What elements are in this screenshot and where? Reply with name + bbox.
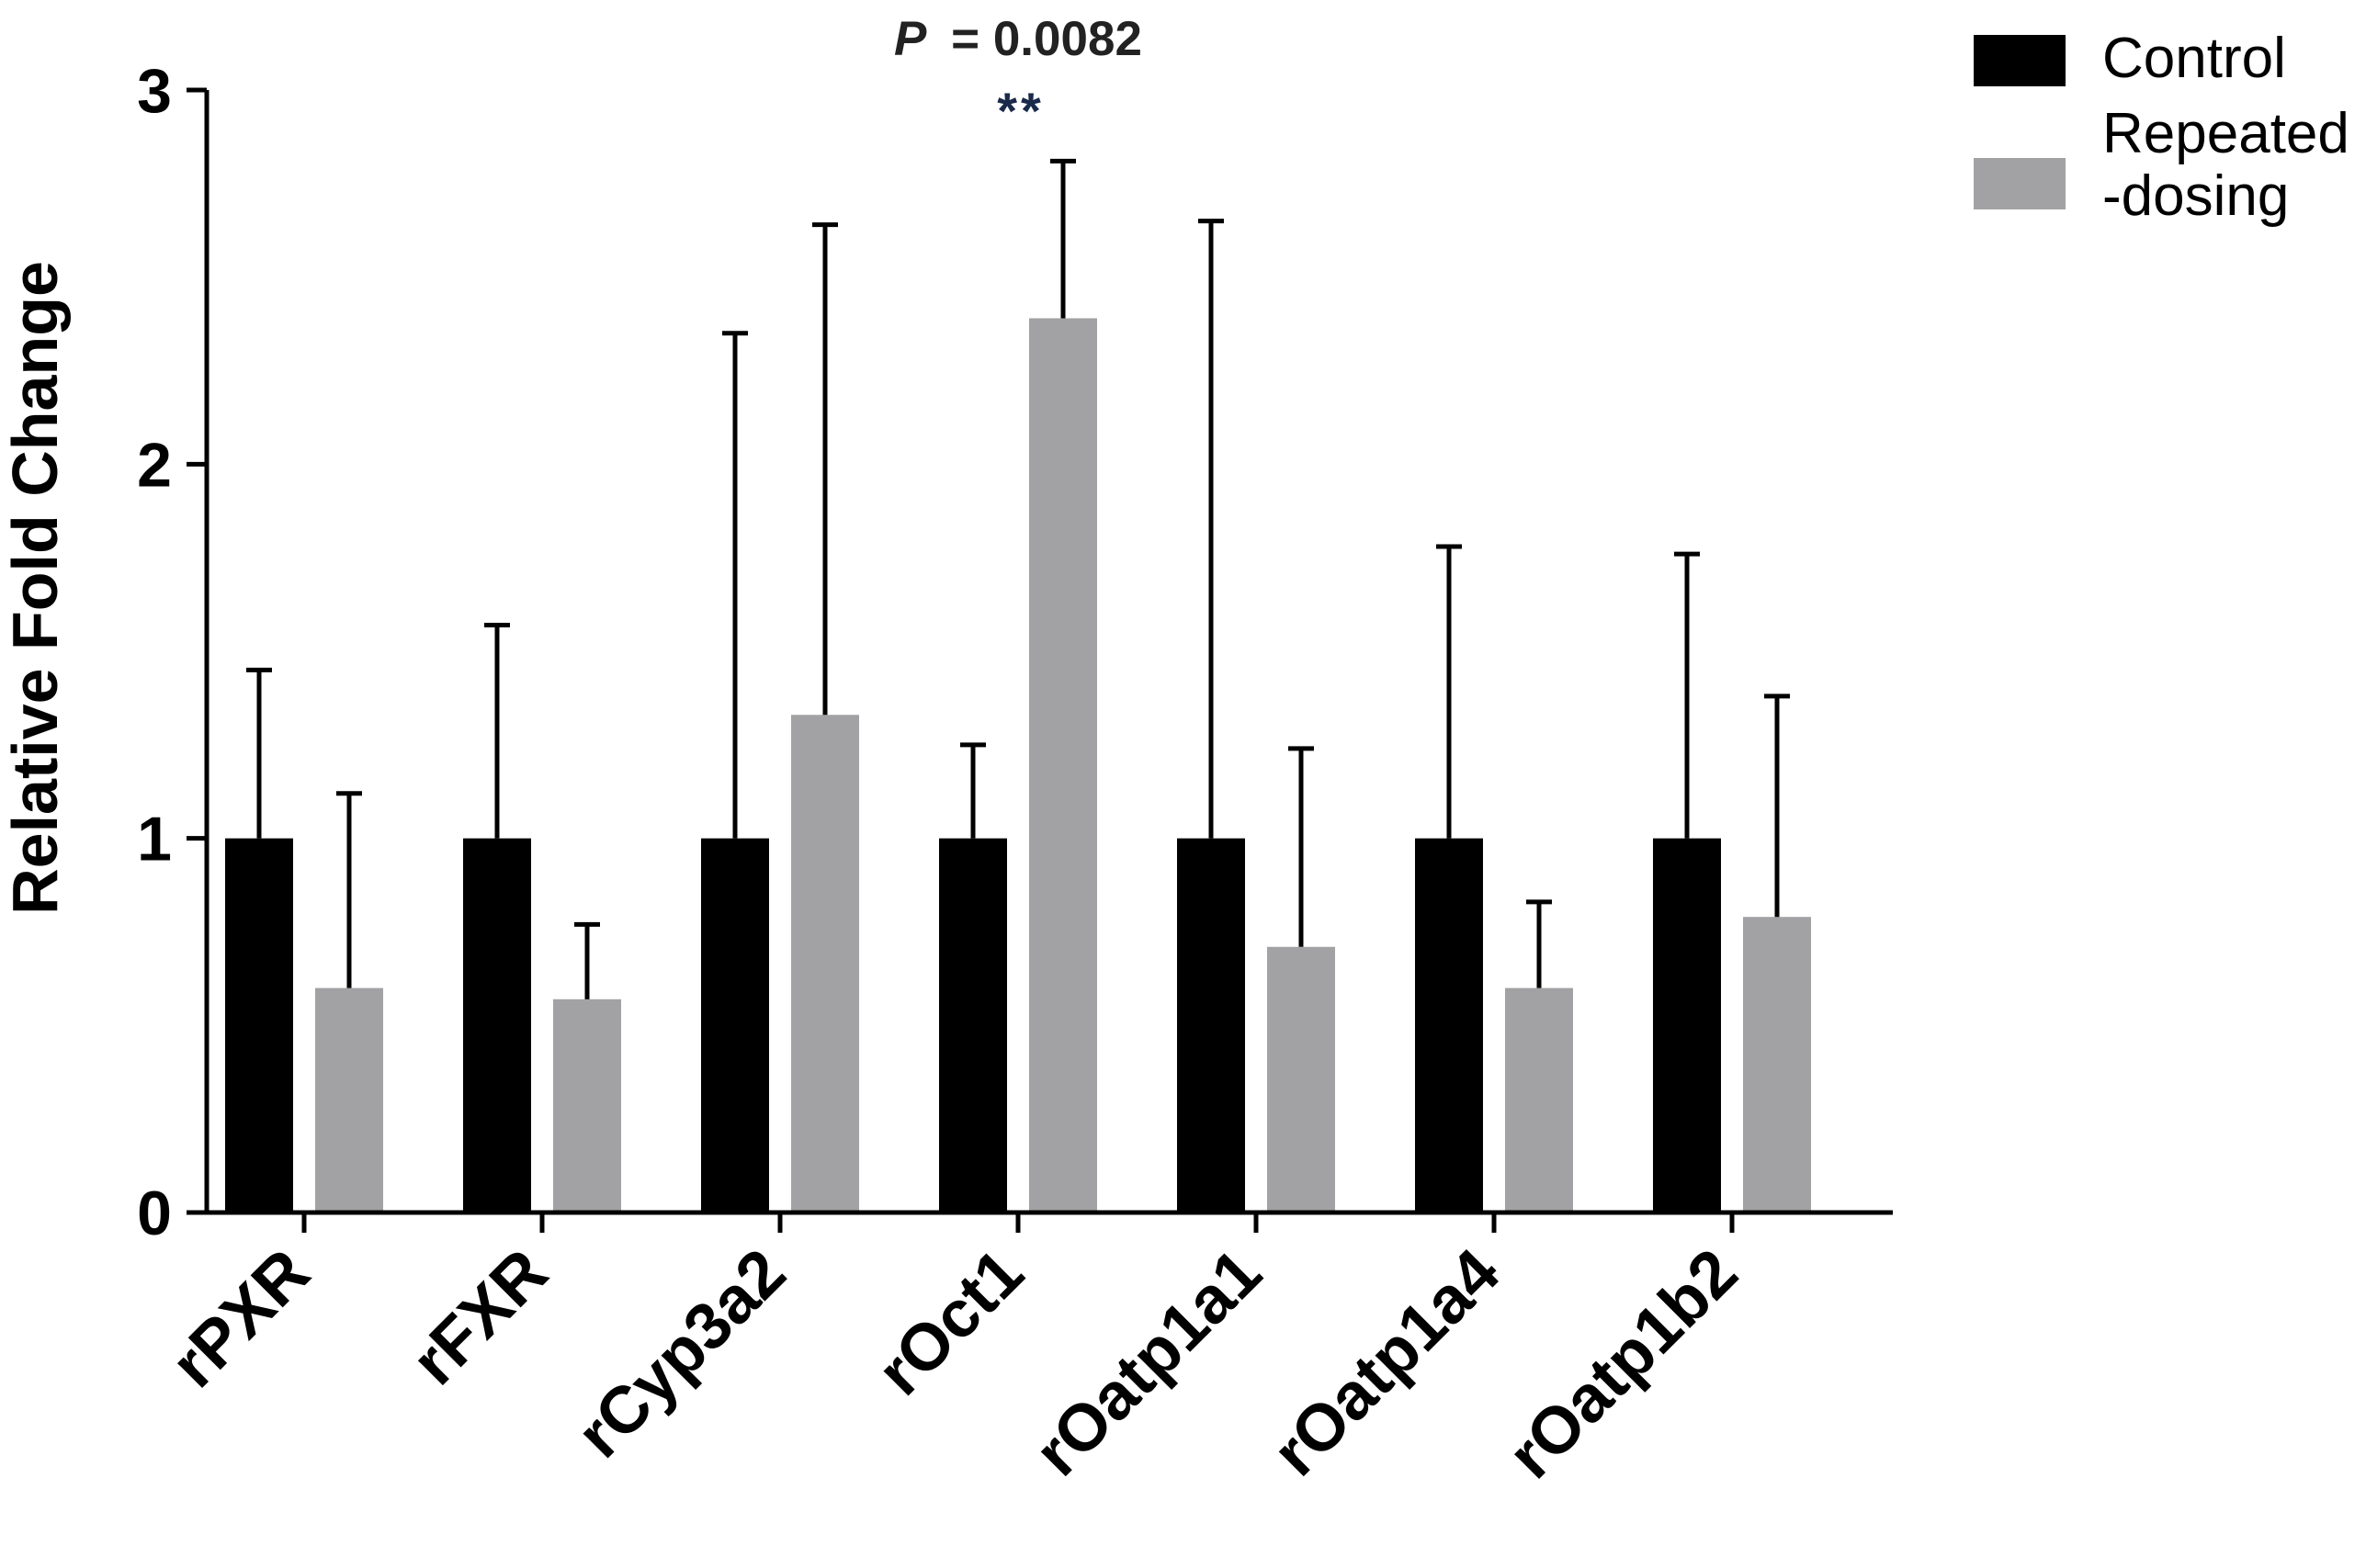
y-axis-title: Relative Fold Change	[0, 261, 71, 915]
bar-repeated-dosing	[1743, 917, 1811, 1213]
bar-control	[1653, 838, 1721, 1213]
x-tick-label: rPXR	[157, 1235, 323, 1402]
p-symbol: P	[894, 12, 927, 66]
x-tick-label: rCyp3a2	[563, 1235, 800, 1472]
bar-repeated-dosing	[553, 998, 621, 1213]
x-tick-label: rOatp1a4	[1259, 1235, 1513, 1490]
significance-stars: **	[997, 82, 1045, 140]
legend-swatch-control	[1974, 35, 2066, 86]
bar-repeated-dosing	[1505, 987, 1573, 1213]
y-tick-label: 3	[137, 56, 172, 126]
legend-label-control: Control	[2102, 27, 2286, 90]
bar-control	[939, 838, 1007, 1213]
x-tick-label: rOct1	[864, 1235, 1038, 1410]
bar-repeated-dosing	[315, 987, 383, 1213]
bar-control	[225, 838, 293, 1213]
bar-repeated-dosing	[791, 715, 859, 1213]
bar-control	[1415, 838, 1483, 1213]
axes-layer	[204, 90, 1893, 1215]
error-bars-layer	[246, 158, 1790, 999]
legend-label-repeated-dosing: Repeated -dosing	[2102, 102, 2349, 228]
bar-repeated-dosing	[1267, 946, 1335, 1213]
y-tick-label: 0	[137, 1179, 172, 1248]
x-ticks-layer: rPXR rFXR rCyp3a2 rOct1rOatp1a1rOatp1a4rOat…	[157, 1213, 1751, 1493]
legend-label-line: Repeated	[2102, 102, 2349, 165]
legend-label-line: Control	[2102, 27, 2286, 90]
bar-repeated-dosing	[1029, 318, 1097, 1213]
legend: Control Repeated -dosing	[1974, 27, 2349, 228]
x-tick-label: rOatp1b2	[1494, 1235, 1751, 1493]
y-ticks-layer: 0 1 2 3	[137, 56, 207, 1248]
x-tick-label: rFXR	[398, 1235, 561, 1399]
bar-control	[463, 838, 531, 1213]
legend-swatch-repeated-dosing	[1974, 158, 2066, 209]
bar-control	[701, 838, 769, 1213]
x-tick-label: rOatp1a1	[1021, 1235, 1275, 1490]
bar-control	[1177, 838, 1245, 1213]
bars-layer	[225, 318, 1811, 1213]
significance-annotation: P = 0.0082 **	[894, 12, 1142, 140]
y-tick-label: 2	[137, 430, 172, 500]
legend-label-line: -dosing	[2102, 164, 2289, 228]
p-value-label: P = 0.0082	[894, 12, 1142, 66]
p-value: = 0.0082	[951, 12, 1142, 66]
y-tick-label: 1	[137, 805, 172, 874]
